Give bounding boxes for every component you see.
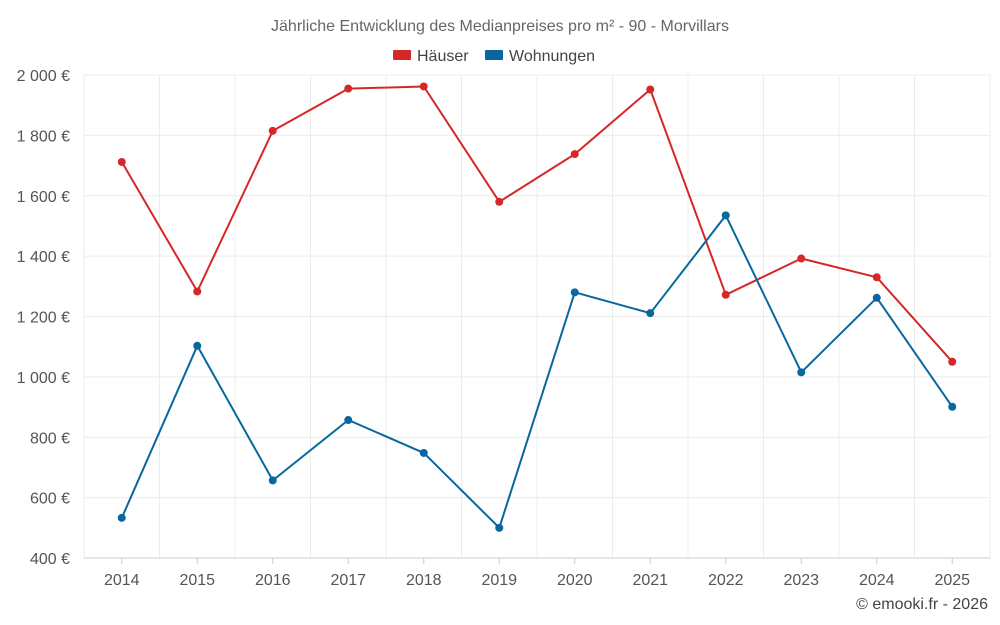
x-tick-label: 2018 <box>406 572 442 589</box>
data-point-wohnungen[interactable] <box>721 211 730 220</box>
y-tick-label: 1 000 € <box>17 370 70 387</box>
legend: Häuser Wohnungen <box>393 48 595 65</box>
data-point-haeuser[interactable] <box>344 84 353 93</box>
grid <box>83 74 991 559</box>
legend-label-haeuser: Häuser <box>417 48 469 65</box>
credit-text: © emooki.fr - 2026 <box>856 596 988 613</box>
legend-item-haeuser[interactable]: Häuser <box>393 48 469 65</box>
data-point-wohnungen[interactable] <box>646 309 655 318</box>
x-tick-label: 2014 <box>104 572 140 589</box>
chart-title: Jährliche Entwicklung des Medianpreises … <box>271 18 729 35</box>
legend-swatch-wohnungen <box>485 50 503 60</box>
data-point-haeuser[interactable] <box>721 290 730 299</box>
data-point-wohnungen[interactable] <box>193 341 202 350</box>
data-point-haeuser[interactable] <box>570 150 579 159</box>
y-tick-label: 1 400 € <box>17 249 70 266</box>
data-point-haeuser[interactable] <box>419 82 428 91</box>
legend-item-wohnungen[interactable]: Wohnungen <box>485 48 595 65</box>
legend-swatch-haeuser <box>393 50 411 60</box>
x-tick-label: 2016 <box>255 572 291 589</box>
data-point-haeuser[interactable] <box>646 85 655 94</box>
y-tick-label: 400 € <box>30 551 70 568</box>
y-tick-label: 800 € <box>30 430 70 447</box>
data-point-wohnungen[interactable] <box>872 293 881 302</box>
data-point-haeuser[interactable] <box>872 273 881 282</box>
y-axis: 400 € 600 € 800 € 1 000 € 1 200 € 1 400 € 1 60… <box>17 68 70 568</box>
x-axis: 2014 2015 2016 2017 2018 2019 2020 2021 2022 2023… <box>84 557 990 589</box>
y-tick-label: 1 600 € <box>17 189 70 206</box>
x-tick-label: 2020 <box>557 572 593 589</box>
data-point-wohnungen[interactable] <box>419 448 428 457</box>
x-tick-label: 2015 <box>179 572 215 589</box>
y-tick-label: 1 200 € <box>17 310 70 327</box>
data-point-haeuser[interactable] <box>117 157 126 166</box>
x-tick-label: 2025 <box>934 572 970 589</box>
legend-label-wohnungen: Wohnungen <box>509 48 595 65</box>
data-point-haeuser[interactable] <box>797 254 806 263</box>
series-line-haeuser <box>120 85 954 363</box>
data-point-wohnungen[interactable] <box>570 288 579 297</box>
x-tick-label: 2017 <box>330 572 366 589</box>
x-tick-label: 2023 <box>783 572 819 589</box>
x-tick-label: 2021 <box>632 572 668 589</box>
y-tick-label: 2 000 € <box>17 68 70 85</box>
data-point-wohnungen[interactable] <box>797 368 806 377</box>
data-point-wohnungen[interactable] <box>268 476 277 485</box>
x-tick-label: 2024 <box>859 572 895 589</box>
y-tick-label: 1 800 € <box>17 128 70 145</box>
data-point-wohnungen[interactable] <box>495 523 504 532</box>
data-point-haeuser[interactable] <box>948 357 957 366</box>
series <box>117 82 957 532</box>
data-point-wohnungen[interactable] <box>948 402 957 411</box>
x-tick-label: 2019 <box>481 572 517 589</box>
data-point-haeuser[interactable] <box>268 126 277 135</box>
data-point-wohnungen[interactable] <box>344 416 353 425</box>
x-tick-label: 2022 <box>708 572 744 589</box>
y-tick-label: 600 € <box>30 491 70 508</box>
series-line-wohnungen <box>120 214 954 529</box>
data-point-haeuser[interactable] <box>193 287 202 296</box>
data-point-haeuser[interactable] <box>495 197 504 206</box>
data-point-wohnungen[interactable] <box>117 513 126 522</box>
